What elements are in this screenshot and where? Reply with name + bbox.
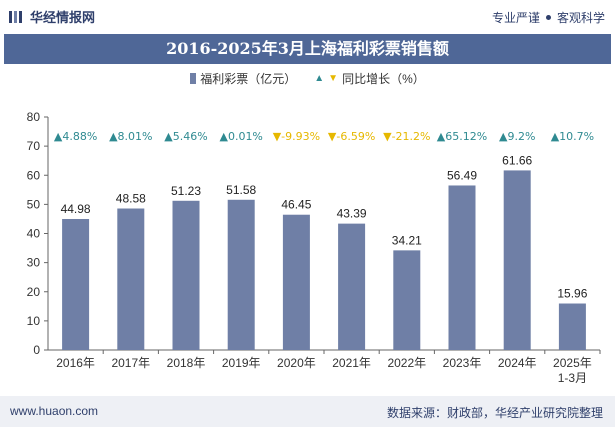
- bar: [117, 208, 145, 350]
- growth-rate-label: ▲9.2%: [499, 130, 535, 143]
- x-tick-label: 2024年: [498, 356, 537, 370]
- growth-rate-label: ▼-9.93%: [273, 130, 320, 143]
- brand-name: 华经情报网: [30, 10, 96, 25]
- legend-item-growth: ▲ ▼ 同比增长（%）: [314, 70, 424, 87]
- y-tick-label: 60: [27, 168, 41, 182]
- bar-value-label: 61.66: [502, 153, 532, 167]
- footer: www.huaon.com 数据来源：财政部，华经产业研究院整理: [0, 396, 615, 427]
- bar: [503, 170, 531, 350]
- legend-label-growth: 同比增长（%）: [342, 72, 425, 86]
- bar-value-label: 43.39: [337, 207, 367, 221]
- footer-source: 数据来源：财政部，华经产业研究院整理: [386, 406, 603, 420]
- growth-rate-label: ▲0.01%: [219, 130, 262, 143]
- y-tick-label: 10: [27, 314, 41, 328]
- x-tick-label: 2017年: [111, 356, 150, 370]
- legend-label-sales: 福利彩票（亿元）: [200, 72, 297, 86]
- huajing-logo-icon: [9, 10, 22, 23]
- x-tick-label: 2021年: [332, 356, 371, 370]
- growth-rate-label: ▼-21.2%: [383, 130, 430, 143]
- bar-value-label: 48.58: [116, 192, 146, 206]
- bar: [227, 199, 255, 350]
- x-tick-label: 2019年: [222, 356, 261, 370]
- growth-rate-label: ▲65.12%: [437, 130, 487, 143]
- tagline: 专业严谨 客观科学: [492, 9, 605, 26]
- bar: [282, 214, 310, 350]
- y-tick-label: 30: [27, 256, 41, 270]
- bar: [393, 250, 421, 350]
- legend-item-sales: 福利彩票（亿元）: [190, 70, 296, 87]
- bar: [448, 185, 476, 350]
- bar-value-label: 51.23: [171, 184, 201, 198]
- brand: 华经情报网: [8, 7, 95, 26]
- bar-value-label: 34.21: [392, 233, 422, 247]
- growth-rate-label: ▲10.7%: [551, 130, 594, 143]
- bar: [558, 303, 586, 350]
- y-tick-label: 80: [27, 110, 41, 124]
- growth-rate-label: ▲8.01%: [109, 130, 152, 143]
- chart-legend: 福利彩票（亿元） ▲ ▼ 同比增长（%）: [0, 70, 615, 87]
- y-tick-label: 0: [33, 343, 40, 357]
- top-bar: 华经情报网 专业严谨 客观科学: [0, 0, 615, 34]
- y-tick-label: 50: [27, 197, 41, 211]
- bar-value-label: 56.49: [447, 168, 477, 182]
- bar: [62, 218, 90, 350]
- chart-title: 2016-2025年3月上海福利彩票销售额: [166, 39, 449, 58]
- y-tick-label: 40: [27, 227, 41, 241]
- x-tick-label: 2018年: [167, 356, 206, 370]
- bar: [338, 223, 366, 350]
- growth-rate-label: ▲5.46%: [164, 130, 207, 143]
- legend-bar-swatch-icon: [190, 73, 197, 84]
- y-tick-label: 20: [27, 285, 41, 299]
- x-tick-label: 2022年: [387, 356, 426, 370]
- bar-value-label: 46.45: [281, 198, 311, 212]
- legend-down-triangle-icon: ▼: [328, 73, 339, 84]
- x-tick-label: 2016年: [56, 356, 95, 370]
- bar: [172, 200, 200, 350]
- growth-rate-label: ▲4.88%: [54, 130, 97, 143]
- growth-rate-label: ▼-6.59%: [328, 130, 375, 143]
- tagline-2: 客观科学: [556, 11, 605, 25]
- x-tick-label: 2023年: [443, 356, 482, 370]
- tagline-1: 专业严谨: [491, 11, 540, 25]
- bar-value-label: 15.96: [557, 287, 587, 301]
- bar-value-label: 51.58: [226, 183, 256, 197]
- footer-website: www.huaon.com: [10, 404, 99, 418]
- x-tick-label: 2020年: [277, 356, 316, 370]
- legend-up-triangle-icon: ▲: [314, 73, 325, 84]
- title-bar: 2016-2025年3月上海福利彩票销售额: [4, 34, 611, 64]
- x-tick-label: 2025年: [553, 356, 592, 370]
- x-tick-label: 1-3月: [558, 371, 587, 385]
- bar-chart: 0 10 20 30 40 50 60 70 80 44.98 2016年 ▲4.88% 48.58 20…: [27, 110, 601, 385]
- bar-value-label: 44.98: [61, 202, 91, 216]
- y-tick-label: 70: [27, 139, 41, 153]
- separator-dot-icon: [545, 15, 551, 20]
